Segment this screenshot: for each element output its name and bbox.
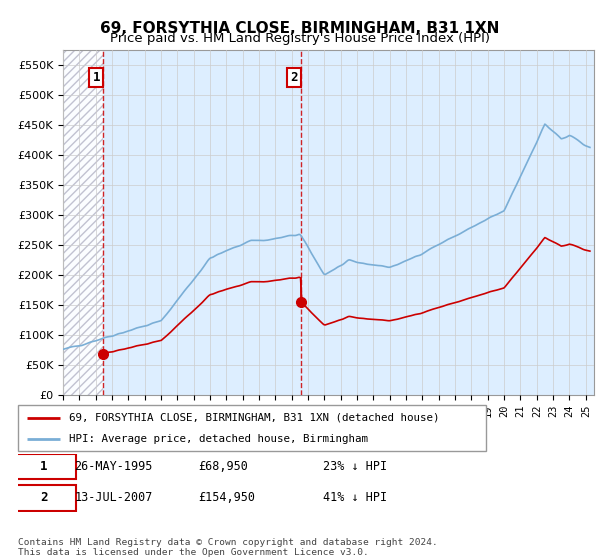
- Text: 23% ↓ HPI: 23% ↓ HPI: [323, 460, 386, 473]
- FancyBboxPatch shape: [18, 405, 486, 451]
- Text: 69, FORSYTHIA CLOSE, BIRMINGHAM, B31 1XN (detached house): 69, FORSYTHIA CLOSE, BIRMINGHAM, B31 1XN…: [70, 413, 440, 423]
- Text: 13-JUL-2007: 13-JUL-2007: [74, 491, 153, 504]
- Text: Price paid vs. HM Land Registry's House Price Index (HPI): Price paid vs. HM Land Registry's House …: [110, 32, 490, 45]
- Text: £154,950: £154,950: [199, 491, 256, 504]
- Text: £68,950: £68,950: [199, 460, 248, 473]
- FancyBboxPatch shape: [13, 454, 76, 479]
- Text: 2: 2: [290, 71, 298, 84]
- Text: 26-MAY-1995: 26-MAY-1995: [74, 460, 153, 473]
- Text: 1: 1: [92, 71, 100, 84]
- FancyBboxPatch shape: [13, 485, 76, 511]
- Text: 41% ↓ HPI: 41% ↓ HPI: [323, 491, 386, 504]
- Text: HPI: Average price, detached house, Birmingham: HPI: Average price, detached house, Birm…: [70, 434, 368, 444]
- Text: 69, FORSYTHIA CLOSE, BIRMINGHAM, B31 1XN: 69, FORSYTHIA CLOSE, BIRMINGHAM, B31 1XN: [100, 21, 500, 36]
- Text: Contains HM Land Registry data © Crown copyright and database right 2024.
This d: Contains HM Land Registry data © Crown c…: [18, 538, 438, 557]
- Text: 2: 2: [40, 491, 47, 504]
- Text: 1: 1: [40, 460, 47, 473]
